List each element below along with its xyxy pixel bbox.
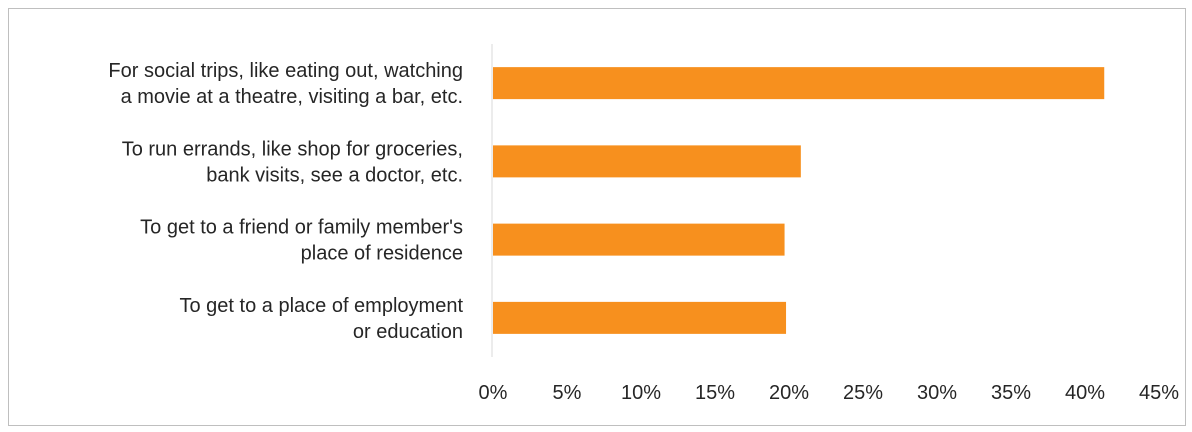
bars-group	[493, 67, 1105, 334]
bar-1	[493, 67, 1105, 100]
x-tick-label: 10%	[621, 382, 661, 404]
bar-4	[493, 301, 787, 334]
bar-2	[493, 145, 801, 178]
category-label-line: For social trips, like eating out, watch…	[108, 60, 463, 82]
x-tick-label: 5%	[553, 382, 582, 404]
category-label-line: To get to a friend or family member's	[140, 217, 463, 239]
x-tick-label: 40%	[1065, 382, 1105, 404]
x-tick-label: 25%	[843, 382, 883, 404]
bar-chart: For social trips, like eating out, watch…	[108, 44, 1180, 404]
chart-frame: For social trips, like eating out, watch…	[8, 8, 1186, 426]
category-label-line: To get to a place of employment	[180, 295, 464, 317]
category-label-line: To run errands, like shop for groceries,	[122, 138, 463, 160]
x-tick-label: 30%	[917, 382, 957, 404]
x-tick-label: 35%	[991, 382, 1031, 404]
bar-3	[493, 223, 785, 256]
x-tick-label: 15%	[695, 382, 735, 404]
category-label-line: place of residence	[301, 243, 463, 265]
category-label-3: To get to a friend or family member's pla…	[140, 217, 463, 265]
x-axis-ticks: 0% 5% 10% 15% 20% 25% 30% 35% 40% 45%	[479, 382, 1180, 404]
category-label-1: For social trips, like eating out, watch…	[108, 60, 463, 108]
x-tick-label: 45%	[1139, 382, 1179, 404]
category-label-4: To get to a place of employment or educat…	[180, 295, 464, 343]
category-label-2: To run errands, like shop for groceries,…	[122, 138, 463, 186]
category-label-line: bank visits, see a doctor, etc.	[206, 164, 463, 186]
category-label-line: a movie at a theatre, visiting a bar, et…	[121, 86, 463, 108]
x-tick-label: 0%	[479, 382, 508, 404]
category-label-line: or education	[353, 321, 463, 343]
category-labels: For social trips, like eating out, watch…	[108, 60, 463, 343]
x-tick-label: 20%	[769, 382, 809, 404]
